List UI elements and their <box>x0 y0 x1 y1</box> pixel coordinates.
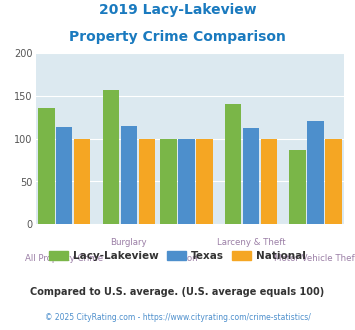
Bar <box>225 104 241 224</box>
Legend: Lacy-Lakeview, Texas, National: Lacy-Lakeview, Texas, National <box>45 247 310 265</box>
Text: Compared to U.S. average. (U.S. average equals 100): Compared to U.S. average. (U.S. average … <box>31 287 324 297</box>
Text: © 2025 CityRating.com - https://www.cityrating.com/crime-statistics/: © 2025 CityRating.com - https://www.city… <box>45 314 310 322</box>
Bar <box>307 120 324 224</box>
Bar <box>138 139 155 224</box>
Bar <box>56 127 72 224</box>
Bar <box>196 139 213 224</box>
Text: Arson: Arson <box>174 254 199 263</box>
Bar <box>121 126 137 224</box>
Text: All Property Crime: All Property Crime <box>25 254 103 263</box>
Bar <box>178 139 195 224</box>
Bar <box>261 139 277 224</box>
Text: Motor Vehicle Theft: Motor Vehicle Theft <box>274 254 355 263</box>
Text: Burglary: Burglary <box>110 238 147 247</box>
Bar <box>103 90 119 224</box>
Bar <box>38 108 55 224</box>
Bar <box>325 139 342 224</box>
Text: Larceny & Theft: Larceny & Theft <box>217 238 285 247</box>
Text: 2019 Lacy-Lakeview: 2019 Lacy-Lakeview <box>99 3 256 17</box>
Bar <box>289 150 306 224</box>
Bar <box>74 139 91 224</box>
Text: Property Crime Comparison: Property Crime Comparison <box>69 30 286 44</box>
Bar <box>160 139 177 224</box>
Bar <box>243 128 259 224</box>
